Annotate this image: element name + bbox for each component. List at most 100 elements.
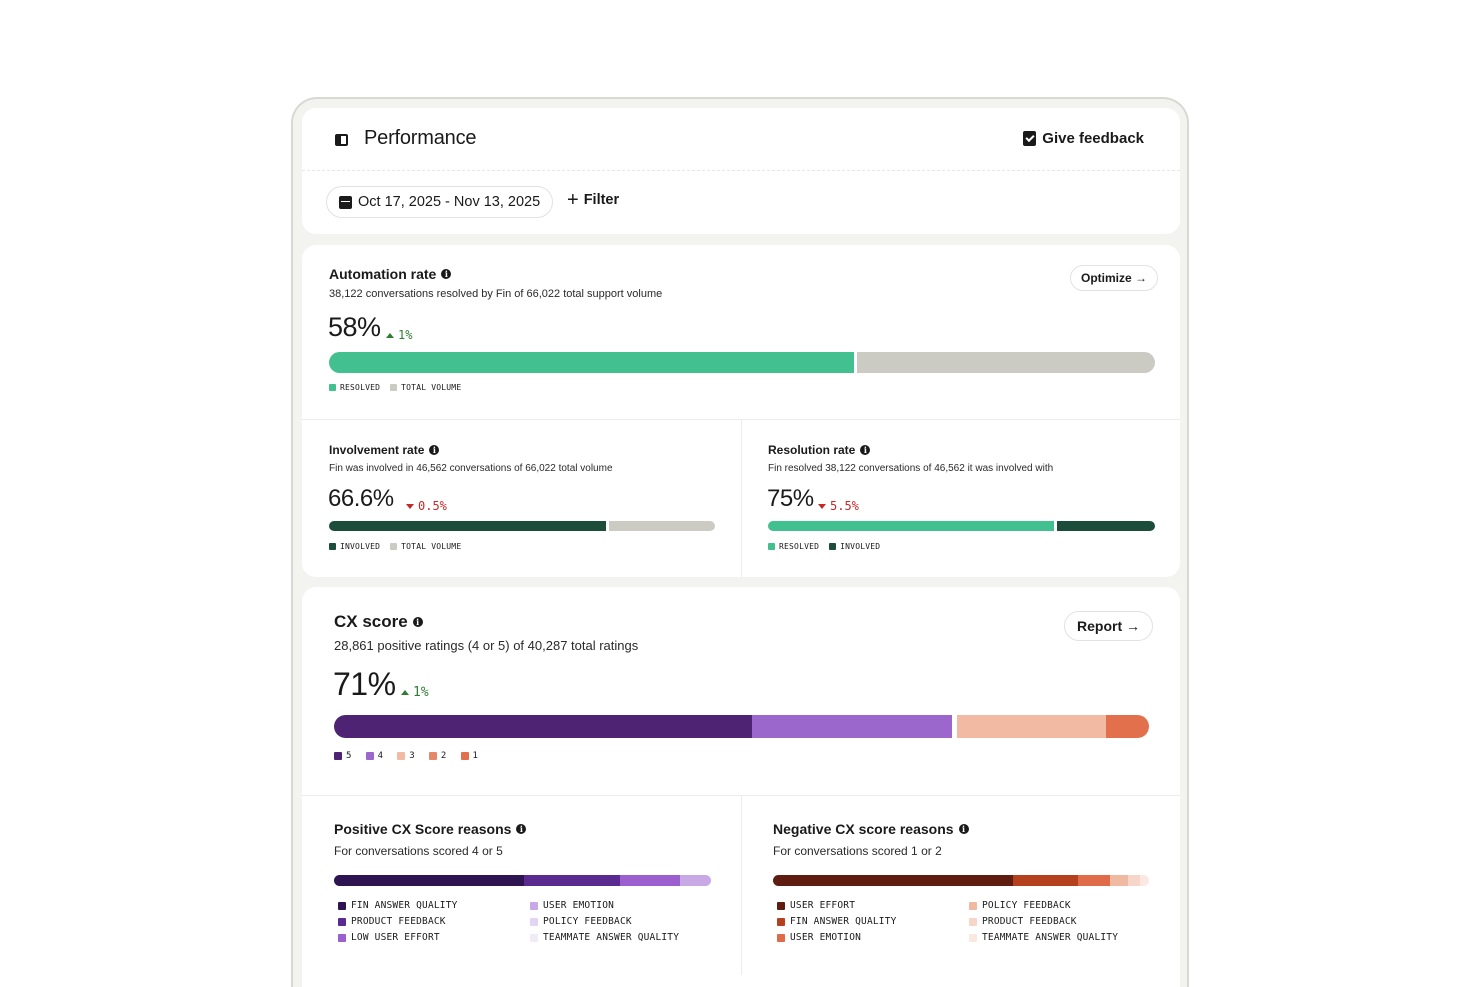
legend-swatch (777, 933, 785, 942)
report-button[interactable]: Report → (1064, 611, 1153, 641)
legend-swatch (530, 917, 538, 926)
legend-item: TEAMMATE ANSWER QUALITY (530, 932, 710, 943)
involvement-rate-title: Involvement rate i (329, 443, 440, 457)
bar-segment-product-feedback (1128, 875, 1140, 886)
bar-segment-user-effort (773, 875, 1013, 886)
bar-segment-fin-answer-quality (334, 875, 524, 886)
info-icon[interactable]: i (958, 824, 969, 834)
automation-rate-title: Automation rate i (329, 266, 452, 282)
legend-swatch (334, 752, 342, 760)
legend-swatch (829, 543, 837, 550)
info-icon[interactable]: i (412, 617, 423, 627)
info-icon[interactable]: i (441, 269, 452, 279)
negative-reasons-title-text: Negative CX score reasons (773, 821, 954, 837)
info-icon[interactable]: i (429, 445, 440, 455)
automation-rate-delta-text: 1% (398, 328, 413, 342)
legend-label: USER EMOTION (790, 932, 862, 943)
legend-label: INVOLVED (340, 542, 381, 551)
legend-swatch (530, 933, 538, 942)
calendar-icon (339, 195, 352, 209)
resolution-rate-delta-text: 5.5% (830, 499, 859, 513)
give-feedback-label: Give feedback (1042, 130, 1144, 147)
legend-label: PRODUCT FEEDBACK (982, 916, 1077, 927)
legend-swatch (777, 901, 785, 910)
sidebar-toggle-icon[interactable] (335, 134, 348, 146)
legend-item: 1 (460, 751, 479, 761)
bar-segment-policy-feedback (1110, 875, 1128, 886)
legend-item: FIN ANSWER QUALITY (338, 900, 530, 911)
bar-segment-user-emotion (680, 875, 711, 886)
negative-reasons-bar (773, 875, 1149, 886)
bar-segment-4 (752, 715, 952, 738)
involvement-rate-legend: INVOLVED TOTAL VOLUME (329, 542, 461, 551)
legend-label: FIN ANSWER QUALITY (351, 900, 458, 911)
automation-card: Automation rate i 38,122 conversations r… (302, 245, 1180, 577)
arrow-down-icon (818, 503, 826, 509)
date-range-picker[interactable]: Oct 17, 2025 - Nov 13, 2025 (326, 186, 554, 218)
bar-segment-user-emotion (1078, 875, 1110, 886)
involvement-rate-value: 66.6% (328, 485, 394, 512)
arrow-up-icon (401, 690, 409, 695)
legend-label: LOW USER EFFORT (351, 932, 440, 943)
legend-item: POLICY FEEDBACK (969, 900, 1149, 911)
arrow-down-icon (406, 503, 414, 509)
cx-score-delta-text: 1% (413, 685, 429, 700)
header-row: Performance Give feedback (302, 108, 1180, 171)
give-feedback-button[interactable]: Give feedback (1023, 130, 1144, 147)
bar-segment-involved (329, 521, 606, 531)
bar-segment-1-2 (1106, 715, 1149, 738)
info-icon[interactable]: i (860, 445, 871, 455)
legend-item: 4 (365, 751, 384, 761)
legend-item: INVOLVED (329, 542, 380, 551)
legend-item: USER EMOTION (530, 900, 710, 911)
bar-segment-fin-answer-quality (1013, 875, 1078, 886)
legend-swatch (969, 901, 977, 910)
bar-segment-resolved (768, 521, 1054, 531)
automation-rate-delta: 1% (386, 328, 412, 342)
negative-reasons-legend: USER EFFORT POLICY FEEDBACK FIN ANSWER Q… (777, 900, 1149, 943)
automation-rate-legend: RESOLVED TOTAL VOLUME (329, 383, 461, 392)
filter-button[interactable]: + Filter (567, 189, 620, 211)
bar-segment-product-feedback (524, 875, 620, 886)
legend-swatch (397, 752, 406, 760)
legend-label: TOTAL VOLUME (401, 383, 462, 392)
legend-swatch (338, 917, 346, 926)
positive-reasons-subtitle: For conversations scored 4 or 5 (334, 844, 503, 858)
legend-swatch (329, 543, 336, 550)
plus-icon: + (567, 189, 579, 211)
bar-segment-involved (1057, 521, 1155, 531)
clipboard-check-icon (1023, 131, 1037, 146)
optimize-button[interactable]: Optimize → (1070, 265, 1159, 291)
cx-score-card: CX score i 28,861 positive ratings (4 or… (302, 587, 1180, 987)
filter-label: Filter (583, 192, 620, 208)
legend-item: USER EMOTION (777, 932, 969, 943)
cx-score-value: 71% (333, 666, 396, 702)
bar-segment-resolved (329, 352, 854, 373)
legend-swatch (777, 917, 785, 926)
divider (741, 419, 742, 577)
app-window: Performance Give feedback Oct 17, 2025 -… (291, 97, 1189, 987)
cx-score-subtitle: 28,861 positive ratings (4 or 5) of 40,2… (334, 638, 639, 653)
header-card: Performance Give feedback Oct 17, 2025 -… (302, 108, 1180, 234)
legend-label: RESOLVED (340, 383, 381, 392)
legend-swatch (365, 752, 374, 760)
legend-swatch (969, 917, 977, 926)
negative-reasons-subtitle: For conversations scored 1 or 2 (773, 844, 942, 858)
legend-swatch (768, 543, 775, 550)
legend-label: TEAMMATE ANSWER QUALITY (543, 932, 680, 943)
bar-segment-low-user-effort (620, 875, 680, 886)
date-range-label: Oct 17, 2025 - Nov 13, 2025 (358, 194, 541, 210)
legend-swatch (329, 384, 336, 391)
info-icon[interactable]: i (516, 824, 527, 834)
legend-label: 3 (409, 751, 415, 761)
positive-reasons-title-text: Positive CX Score reasons (334, 821, 512, 837)
negative-reasons-title: Negative CX score reasons i (773, 821, 969, 837)
legend-swatch (530, 901, 538, 910)
legend-label: FIN ANSWER QUALITY (790, 916, 897, 927)
automation-rate-title-text: Automation rate (329, 266, 437, 282)
resolution-rate-delta: 5.5% (818, 499, 859, 513)
legend-label: TEAMMATE ANSWER QUALITY (982, 932, 1119, 943)
legend-label: TOTAL VOLUME (401, 542, 462, 551)
resolution-rate-title-text: Resolution rate (768, 443, 856, 457)
legend-item: FIN ANSWER QUALITY (777, 916, 969, 927)
